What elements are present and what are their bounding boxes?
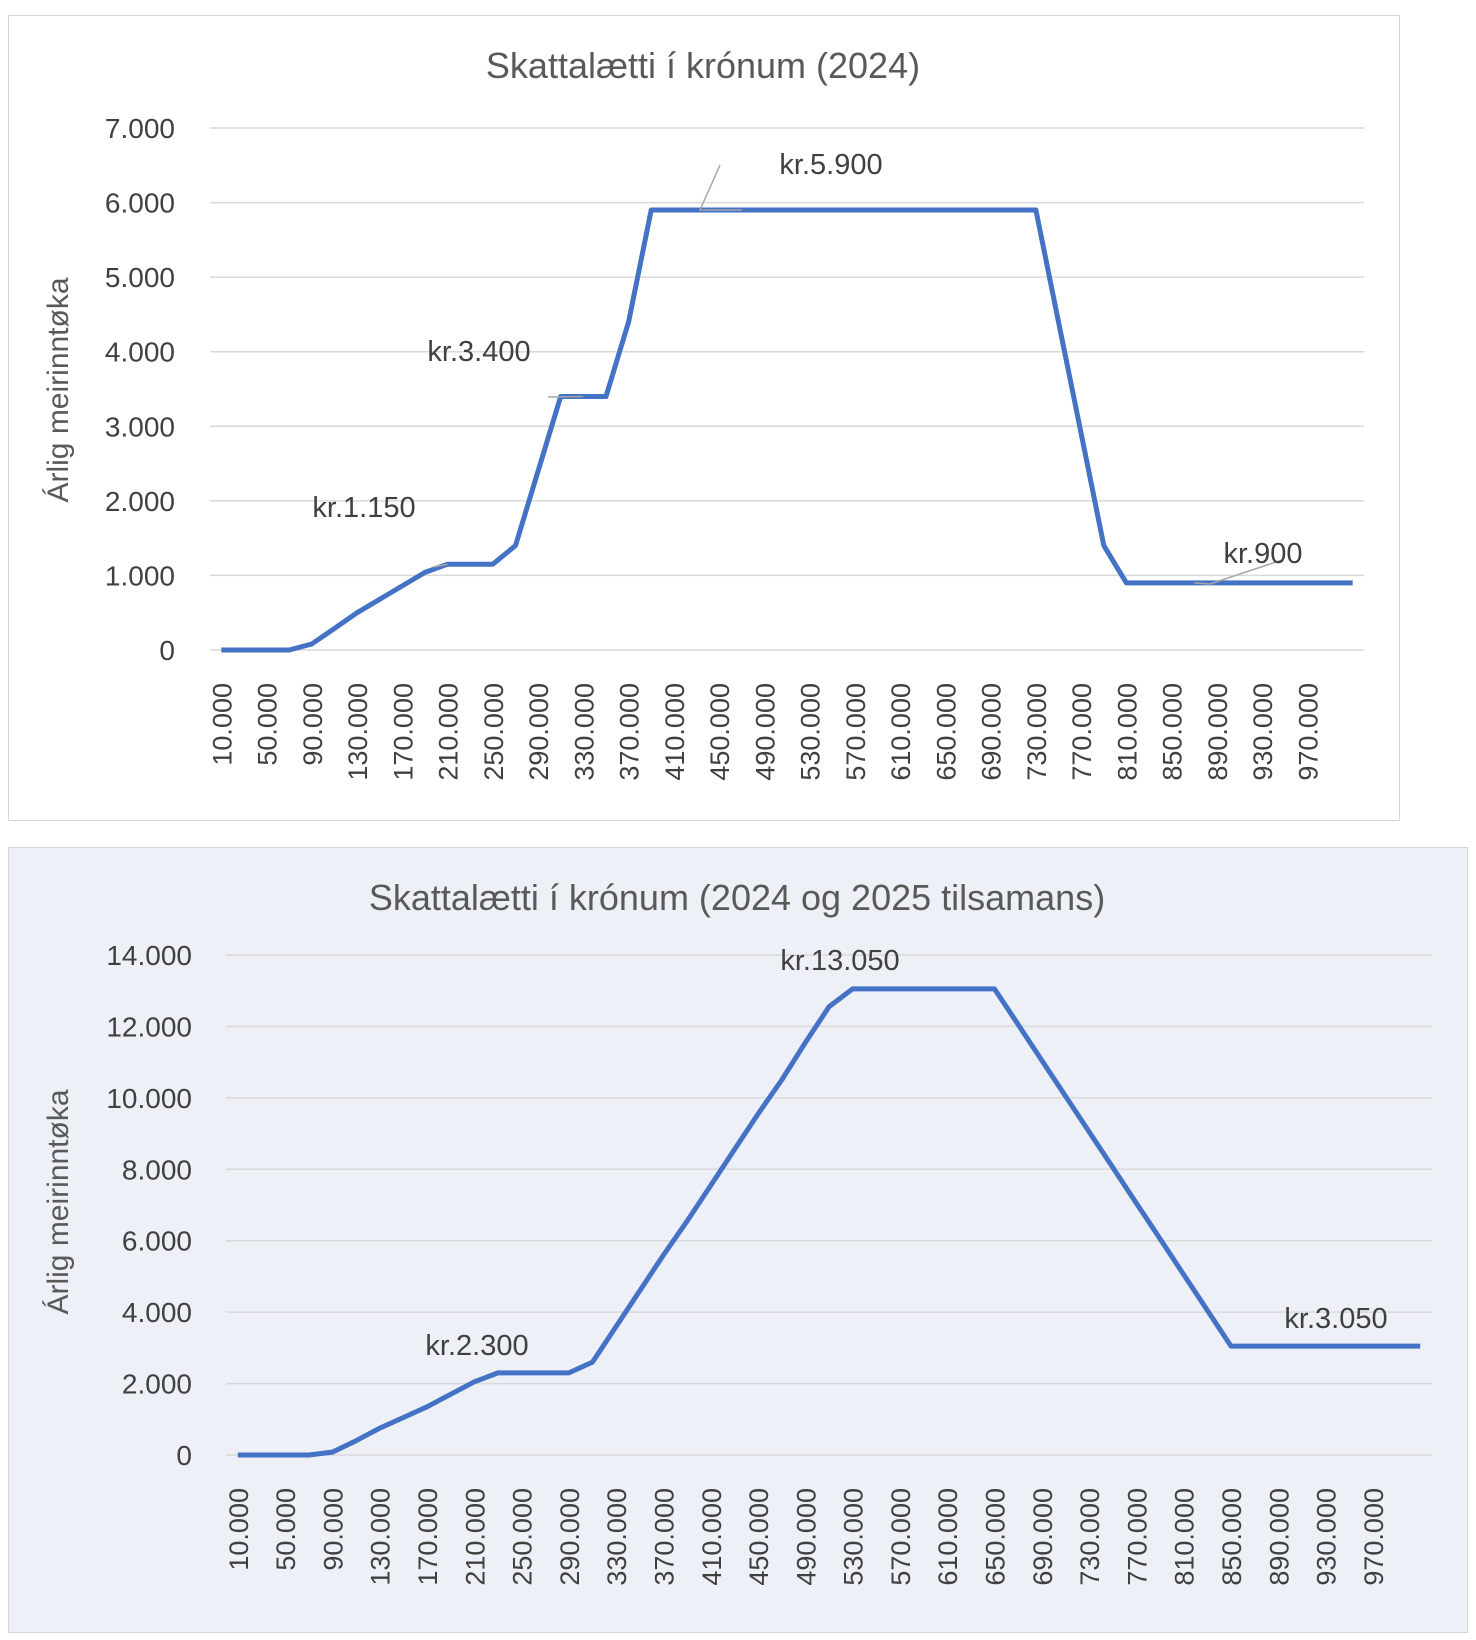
annotation-leader xyxy=(547,395,584,398)
y-tick-label: 0 xyxy=(176,1440,192,1471)
x-tick-label: 130.000 xyxy=(366,1488,396,1586)
x-tick-label: 290.000 xyxy=(555,1488,585,1586)
y-tick-label: 10.000 xyxy=(106,1083,192,1114)
y-tick-label: 2.000 xyxy=(122,1369,192,1400)
x-tick-label: 250.000 xyxy=(479,683,509,781)
x-tick-label: 10.000 xyxy=(207,683,237,766)
x-tick-label: 250.000 xyxy=(508,1488,538,1586)
annotation-leader xyxy=(432,563,448,568)
y-axis-title: Árlig meirinntøka xyxy=(42,1089,75,1314)
x-tick-label: 210.000 xyxy=(434,683,464,781)
x-tick-label: 890.000 xyxy=(1264,1488,1294,1586)
data-label: kr.5.900 xyxy=(779,149,882,181)
x-tick-label: 970.000 xyxy=(1359,1488,1389,1586)
x-tick-label: 770.000 xyxy=(1122,1488,1152,1586)
y-tick-label: 8.000 xyxy=(122,1154,192,1185)
chart-1: Skattalætti í krónum (2024) 0 1.000 2.000 3.… xyxy=(42,45,1364,781)
y-tick-label: 4.000 xyxy=(122,1297,192,1328)
x-tick-label: 730.000 xyxy=(1022,683,1052,781)
x-tick-label: 130.000 xyxy=(343,683,373,781)
x-tick-label: 970.000 xyxy=(1293,683,1323,781)
x-tick-label: 690.000 xyxy=(1028,1488,1058,1586)
x-tick-label: 770.000 xyxy=(1067,683,1097,781)
x-tick-label: 610.000 xyxy=(886,683,916,781)
x-tick-label: 570.000 xyxy=(886,1488,916,1586)
y-tick-label: 14.000 xyxy=(106,940,192,971)
x-tick-label: 370.000 xyxy=(615,683,645,781)
data-label: kr.3.050 xyxy=(1284,1303,1387,1335)
x-tick-label: 490.000 xyxy=(791,1488,821,1586)
x-tick-label: 610.000 xyxy=(933,1488,963,1586)
annotation-leader xyxy=(1194,559,1283,585)
x-tick-label: 690.000 xyxy=(977,683,1007,781)
x-tick-label: 170.000 xyxy=(388,683,418,781)
y-tick-label: 0 xyxy=(159,635,175,666)
y-tick-label: 1.000 xyxy=(105,560,175,591)
x-tick-label: 650.000 xyxy=(981,1488,1011,1586)
x-tick-label: 850.000 xyxy=(1217,1488,1247,1586)
data-label: kr.2.300 xyxy=(425,1330,528,1362)
x-tick-label: 530.000 xyxy=(796,683,826,781)
x-tick-label: 10.000 xyxy=(224,1488,254,1571)
x-tick-label: 730.000 xyxy=(1075,1488,1105,1586)
data-label: kr.1.150 xyxy=(312,492,415,524)
x-tick-label: 290.000 xyxy=(524,683,554,781)
x-tick-label: 650.000 xyxy=(931,683,961,781)
x-tick-label: 210.000 xyxy=(460,1488,490,1586)
x-tick-label: 330.000 xyxy=(569,683,599,781)
x-tick-label: 410.000 xyxy=(697,1488,727,1586)
chart-title: Skattalætti í krónum (2024 og 2025 tilsa… xyxy=(369,877,1105,918)
chart-title: Skattalætti í krónum (2024) xyxy=(486,45,920,86)
x-tick-label: 490.000 xyxy=(750,683,780,781)
x-tick-label: 850.000 xyxy=(1158,683,1188,781)
x-tick-label: 410.000 xyxy=(660,683,690,781)
x-tick-label: 530.000 xyxy=(839,1488,869,1586)
x-tick-label: 90.000 xyxy=(298,683,328,766)
annotation-leader xyxy=(698,164,742,211)
chart-panel-2024 xyxy=(8,15,1400,821)
data-label: kr.3.400 xyxy=(427,336,530,368)
x-tick-label: 450.000 xyxy=(744,1488,774,1586)
x-tick-label: 890.000 xyxy=(1203,683,1233,781)
y-axis-title: Árlig meirinntøka xyxy=(42,277,75,502)
series-line xyxy=(221,207,1353,653)
x-tick-label: 330.000 xyxy=(602,1488,632,1586)
y-tick-label: 3.000 xyxy=(105,411,175,442)
x-tick-label: 450.000 xyxy=(705,683,735,781)
x-tick-label: 90.000 xyxy=(318,1488,348,1571)
y-tick-label: 4.000 xyxy=(105,337,175,368)
x-tick-label: 370.000 xyxy=(649,1488,679,1586)
x-tick-label: 570.000 xyxy=(841,683,871,781)
y-tick-label: 6.000 xyxy=(122,1226,192,1257)
x-tick-label: 930.000 xyxy=(1248,683,1278,781)
y-tick-label: 7.000 xyxy=(105,113,175,144)
x-tick-label: 810.000 xyxy=(1170,1488,1200,1586)
x-tick-label: 50.000 xyxy=(271,1488,301,1571)
x-tick-label: 170.000 xyxy=(413,1488,443,1586)
y-tick-label: 5.000 xyxy=(105,262,175,293)
y-tick-label: 12.000 xyxy=(106,1011,192,1042)
y-tick-label: 6.000 xyxy=(105,188,175,219)
y-tick-label: 2.000 xyxy=(105,486,175,517)
x-tick-label: 930.000 xyxy=(1312,1488,1342,1586)
x-tick-label: 50.000 xyxy=(253,683,283,766)
data-label: kr.900 xyxy=(1224,538,1303,570)
data-label: kr.13.050 xyxy=(780,945,899,977)
chart-2: Skattalætti í krónum (2024 og 2025 tilsa… xyxy=(42,877,1432,1586)
series-line xyxy=(237,986,1421,1458)
x-tick-label: 810.000 xyxy=(1112,683,1142,781)
